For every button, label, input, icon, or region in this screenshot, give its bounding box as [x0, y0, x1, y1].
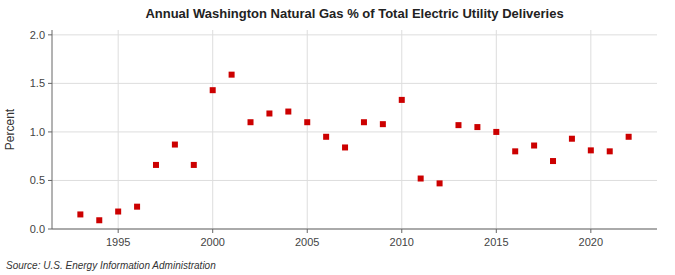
y-grid-line: [52, 180, 657, 181]
y-grid-line: [52, 229, 657, 230]
point: [512, 148, 518, 154]
point: [569, 136, 575, 142]
x-grid-line: [307, 30, 308, 229]
point: [607, 148, 613, 154]
x-tick: [307, 229, 308, 233]
point: [626, 134, 632, 140]
point: [437, 180, 443, 186]
y-tick: [48, 83, 52, 84]
point: [210, 87, 216, 93]
y-tick-label: 1.0: [30, 126, 45, 138]
point: [474, 124, 480, 130]
grid: [52, 30, 657, 229]
point: [550, 158, 556, 164]
x-axis-line: [52, 229, 657, 230]
point: [191, 162, 197, 168]
y-tick: [48, 34, 52, 35]
y-grid-line: [52, 83, 657, 84]
point: [285, 109, 291, 115]
point: [588, 147, 594, 153]
point: [134, 204, 140, 210]
x-tick-label: 1995: [106, 236, 130, 248]
x-tick-label: 2020: [579, 236, 603, 248]
chart-container: Annual Washington Natural Gas % of Total…: [0, 0, 675, 275]
point: [361, 119, 367, 125]
point: [77, 211, 83, 217]
y-grid-line: [52, 34, 657, 35]
point: [323, 134, 329, 140]
point: [493, 129, 499, 135]
point: [531, 143, 537, 149]
x-tick-label: 2010: [390, 236, 414, 248]
point: [455, 122, 461, 128]
y-axis-label: Percent: [3, 108, 17, 150]
point: [399, 97, 405, 103]
y-tick: [48, 180, 52, 181]
x-tick: [212, 229, 213, 233]
point: [96, 217, 102, 223]
point: [266, 110, 272, 116]
chart-svg: Annual Washington Natural Gas % of Total…: [0, 0, 675, 275]
point: [342, 144, 348, 150]
title: Annual Washington Natural Gas % of Total…: [145, 6, 563, 21]
x-tick-label: 2005: [295, 236, 319, 248]
point: [172, 142, 178, 148]
point: [229, 72, 235, 78]
y-tick-label: 0.5: [30, 174, 45, 186]
points: [77, 72, 631, 224]
y-tick-label: 2.0: [30, 29, 45, 41]
x-grid-line: [590, 30, 591, 229]
point: [304, 119, 310, 125]
y-grid-line: [52, 131, 657, 132]
x-tick: [496, 229, 497, 233]
point: [380, 121, 386, 127]
source-annotation: Source: U.S. Energy Information Administ…: [6, 260, 216, 271]
point: [153, 162, 159, 168]
x-grid-line: [212, 30, 213, 229]
point: [115, 209, 121, 215]
axes: 0.0 0.5 1.0 1.5 2.0 1995 2000 2005 2010 2015 2020: [30, 29, 657, 248]
x-grid-line: [401, 30, 402, 229]
point: [248, 119, 254, 125]
y-tick: [48, 229, 52, 230]
y-tick-label: 1.5: [30, 77, 45, 89]
x-tick: [118, 229, 119, 233]
x-tick-label: 2015: [484, 236, 508, 248]
x-tick-label: 2000: [200, 236, 224, 248]
point: [418, 176, 424, 182]
x-grid-line: [118, 30, 119, 229]
x-tick: [590, 229, 591, 233]
y-tick: [48, 131, 52, 132]
y-axis-line: [52, 30, 53, 229]
y-tick-label: 0.0: [30, 223, 45, 235]
x-tick: [401, 229, 402, 233]
